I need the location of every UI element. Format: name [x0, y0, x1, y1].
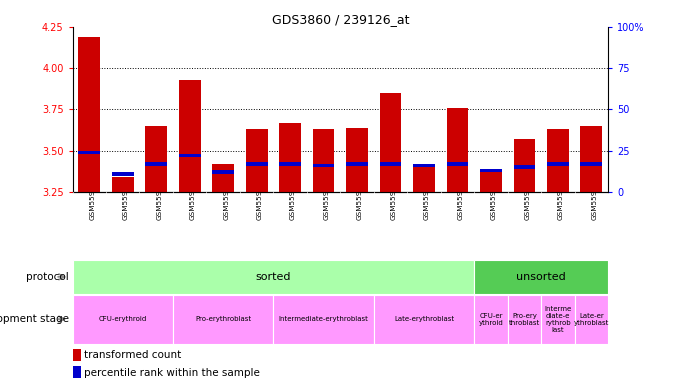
Bar [379, 162, 401, 166]
Bar [413, 164, 435, 167]
Text: GSM559701: GSM559701 [491, 175, 497, 220]
Bar [513, 139, 536, 192]
Text: GSM559690: GSM559690 [123, 175, 129, 220]
Text: Late-er
ythroblast: Late-er ythroblast [574, 313, 609, 326]
Text: GSM559700: GSM559700 [457, 175, 464, 220]
Text: percentile rank within the sample: percentile rank within the sample [84, 367, 260, 377]
Bar [474, 260, 608, 294]
Bar [274, 295, 374, 344]
Bar [78, 151, 100, 154]
Text: GSM559693: GSM559693 [223, 175, 229, 220]
Text: Pro-erythroblast: Pro-erythroblast [195, 316, 252, 322]
Text: Interme
diate-e
rythrob
last: Interme diate-e rythrob last [545, 306, 571, 333]
Bar [246, 129, 267, 192]
Bar [112, 177, 133, 192]
Bar [547, 129, 569, 192]
Bar [179, 80, 200, 192]
Bar [480, 170, 502, 192]
Text: transformed count: transformed count [84, 350, 181, 360]
Text: GSM559694: GSM559694 [256, 175, 263, 220]
Text: CFU-er
ythroid: CFU-er ythroid [479, 313, 503, 326]
Bar [446, 162, 468, 166]
Bar [179, 154, 200, 157]
Text: Late-erythroblast: Late-erythroblast [394, 316, 454, 322]
Bar [480, 169, 502, 172]
Bar [112, 172, 133, 175]
Text: GSM559691: GSM559691 [156, 175, 162, 220]
Bar [212, 164, 234, 192]
Text: GSM559696: GSM559696 [323, 175, 330, 220]
Bar [379, 93, 401, 192]
Bar [346, 127, 368, 192]
Bar [279, 162, 301, 166]
Bar [513, 166, 536, 169]
Bar [541, 295, 575, 344]
Bar [173, 295, 274, 344]
Text: CFU-erythroid: CFU-erythroid [99, 316, 147, 322]
Bar [279, 122, 301, 192]
Bar [346, 162, 368, 166]
Text: Pro-ery
throblast: Pro-ery throblast [509, 313, 540, 326]
Bar [580, 162, 603, 166]
Bar [73, 260, 474, 294]
Bar [313, 164, 334, 167]
Bar [413, 164, 435, 192]
Text: GSM559695: GSM559695 [290, 175, 296, 220]
Text: GSM559702: GSM559702 [524, 175, 531, 220]
Text: GSM559698: GSM559698 [390, 175, 397, 220]
Bar [73, 366, 81, 379]
Bar [246, 162, 267, 166]
Bar [547, 162, 569, 166]
Text: GSM559703: GSM559703 [558, 175, 564, 220]
Bar [145, 162, 167, 166]
Bar [575, 295, 608, 344]
Bar [313, 129, 334, 192]
Bar [580, 126, 603, 192]
Bar [78, 37, 100, 192]
Bar [508, 295, 541, 344]
Text: development stage: development stage [0, 314, 69, 324]
Text: GSM559692: GSM559692 [190, 175, 196, 220]
Text: unsorted: unsorted [516, 272, 566, 282]
Text: protocol: protocol [26, 272, 69, 282]
Bar [474, 295, 508, 344]
Bar [73, 295, 173, 344]
Text: GSM559689: GSM559689 [89, 175, 95, 220]
Bar [73, 349, 81, 361]
Bar [446, 108, 468, 192]
Text: sorted: sorted [256, 272, 291, 282]
Text: Intermediate-erythroblast: Intermediate-erythroblast [278, 316, 368, 322]
Title: GDS3860 / 239126_at: GDS3860 / 239126_at [272, 13, 409, 26]
Text: GSM559697: GSM559697 [357, 175, 363, 220]
Bar [212, 170, 234, 174]
Text: GSM559699: GSM559699 [424, 175, 430, 220]
Text: GSM559704: GSM559704 [591, 175, 597, 220]
Bar [145, 126, 167, 192]
Bar [374, 295, 474, 344]
